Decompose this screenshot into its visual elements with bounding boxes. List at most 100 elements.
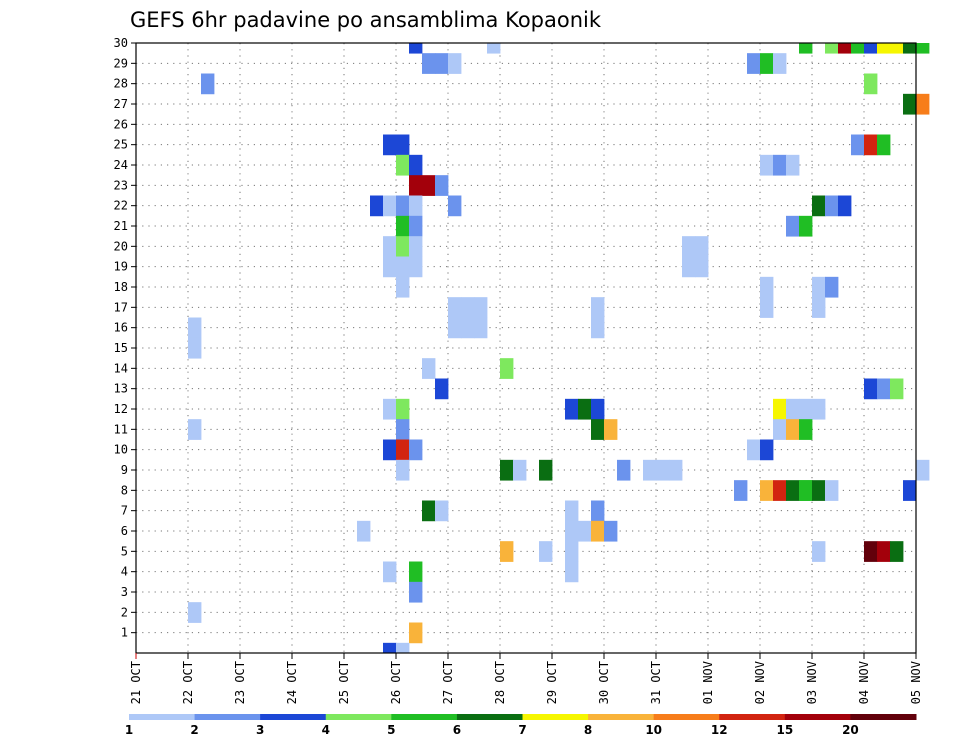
precip-cell xyxy=(864,73,878,95)
precip-cell xyxy=(812,480,826,501)
x-tick-label: 01 NOV xyxy=(701,661,715,704)
precip-cell xyxy=(825,480,839,501)
precip-cell xyxy=(695,236,709,257)
x-tick-label: 28 OCT xyxy=(493,661,507,704)
precip-cell xyxy=(422,53,436,74)
precip-cell xyxy=(851,43,865,54)
precip-cell xyxy=(578,520,592,542)
legend-swatch xyxy=(850,714,917,720)
y-tick-label: 25 xyxy=(114,138,128,152)
precip-cell xyxy=(409,256,423,278)
y-tick-label: 13 xyxy=(114,382,128,396)
y-tick-label: 26 xyxy=(114,117,128,131)
precip-cell xyxy=(877,541,891,562)
precip-cell xyxy=(591,419,605,440)
precip-cell xyxy=(682,236,696,257)
legend-swatch xyxy=(194,714,261,720)
precip-cell xyxy=(916,459,930,481)
precip-cell xyxy=(773,53,787,74)
legend-label: 5 xyxy=(387,723,395,737)
y-tick-label: 21 xyxy=(114,219,128,233)
precip-cell xyxy=(760,53,774,74)
precip-cell xyxy=(734,480,748,501)
precip-cell xyxy=(396,398,410,420)
precip-cell xyxy=(604,520,618,542)
y-tick-label: 23 xyxy=(114,178,128,192)
legend-swatch xyxy=(391,714,458,720)
precip-cell xyxy=(539,459,553,481)
legend-label: 20 xyxy=(842,723,859,737)
precip-cell xyxy=(591,520,605,542)
precip-cell xyxy=(799,215,813,237)
x-tick-label: 02 NOV xyxy=(753,661,767,704)
precip-cell xyxy=(188,317,202,339)
y-tick-label: 29 xyxy=(114,56,128,70)
precip-cell xyxy=(357,520,371,542)
precip-cell xyxy=(565,500,579,522)
precip-cell xyxy=(396,134,410,156)
precip-cell xyxy=(396,236,410,257)
precip-cell xyxy=(799,480,813,501)
precip-cell xyxy=(747,53,761,74)
precip-cell xyxy=(786,398,800,420)
y-tick-label: 30 xyxy=(114,36,128,50)
y-tick-label: 4 xyxy=(121,565,128,579)
precip-cell xyxy=(760,439,774,461)
x-tick-label: 31 OCT xyxy=(649,661,663,704)
precip-cell xyxy=(838,195,852,217)
precip-cell xyxy=(812,297,826,318)
y-tick-label: 7 xyxy=(121,504,128,518)
precip-cell xyxy=(396,256,410,278)
x-tick-label: 23 OCT xyxy=(233,661,247,704)
precip-cell xyxy=(565,398,579,420)
legend-swatch xyxy=(719,714,786,720)
x-tick-label: 26 OCT xyxy=(389,661,403,704)
precip-cell xyxy=(396,642,410,654)
y-tick-label: 16 xyxy=(114,321,128,335)
y-tick-label: 8 xyxy=(121,483,128,497)
precip-cell xyxy=(799,419,813,440)
precip-cell xyxy=(903,93,917,115)
precip-cell xyxy=(383,256,397,278)
precip-cell xyxy=(396,154,410,176)
precip-cell xyxy=(812,541,826,562)
precip-cell xyxy=(916,93,930,115)
precip-cell xyxy=(864,134,878,156)
precip-cell xyxy=(877,378,891,400)
precip-cell xyxy=(448,195,462,217)
legend-swatch xyxy=(653,714,720,720)
precip-cell xyxy=(773,480,787,501)
precip-cell xyxy=(188,419,202,440)
precip-cell xyxy=(903,480,917,501)
y-tick-label: 24 xyxy=(114,158,128,172)
precip-cell xyxy=(786,154,800,176)
precip-cell xyxy=(578,398,592,420)
precip-cell xyxy=(864,378,878,400)
precip-cell xyxy=(565,561,579,583)
precip-cell xyxy=(786,419,800,440)
y-tick-label: 15 xyxy=(114,341,128,355)
precip-cell xyxy=(825,195,839,217)
y-tick-label: 11 xyxy=(114,422,128,436)
precip-cell xyxy=(812,195,826,217)
precip-cell xyxy=(591,297,605,318)
precip-cell xyxy=(396,419,410,440)
precip-cell xyxy=(500,459,514,481)
precipitation-cells xyxy=(188,43,930,654)
legend-label: 6 xyxy=(453,723,461,737)
precip-cell xyxy=(812,398,826,420)
precip-cell xyxy=(188,602,202,623)
precip-cell xyxy=(409,215,423,237)
y-tick-label: 28 xyxy=(114,77,128,91)
precip-cell xyxy=(786,480,800,501)
precip-cell xyxy=(448,53,462,74)
color-legend: 1 2 3 4 5 6 7 8 10 12 15 20 xyxy=(125,714,917,737)
y-tick-label: 1 xyxy=(121,626,128,640)
precip-cell xyxy=(760,480,774,501)
precip-cell xyxy=(786,215,800,237)
legend-label: 15 xyxy=(776,723,793,737)
precip-cell xyxy=(409,561,423,583)
precip-cell xyxy=(435,378,449,400)
precip-cell xyxy=(383,642,397,654)
